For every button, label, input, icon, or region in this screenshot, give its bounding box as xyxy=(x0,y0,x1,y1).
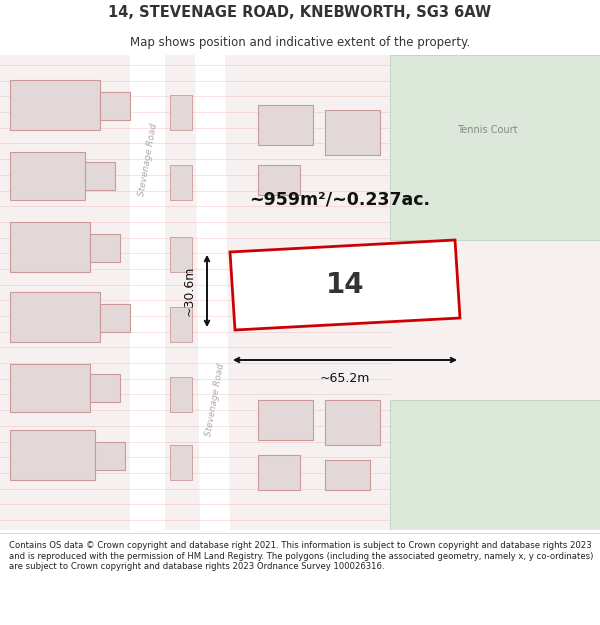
Polygon shape xyxy=(170,307,192,342)
Polygon shape xyxy=(10,364,90,412)
Polygon shape xyxy=(258,165,300,195)
Polygon shape xyxy=(10,292,100,342)
Polygon shape xyxy=(130,55,165,530)
Text: Stevenage Road: Stevenage Road xyxy=(137,122,159,198)
Polygon shape xyxy=(100,92,130,120)
Polygon shape xyxy=(85,162,115,190)
Polygon shape xyxy=(170,95,192,130)
Text: Stevenage Road: Stevenage Road xyxy=(204,362,226,438)
Polygon shape xyxy=(90,374,120,402)
Text: Contains OS data © Crown copyright and database right 2021. This information is : Contains OS data © Crown copyright and d… xyxy=(9,541,593,571)
Text: ~959m²/~0.237ac.: ~959m²/~0.237ac. xyxy=(250,191,431,209)
Polygon shape xyxy=(390,55,600,240)
Text: 14: 14 xyxy=(326,271,364,299)
Polygon shape xyxy=(170,165,192,200)
Polygon shape xyxy=(325,460,370,490)
Polygon shape xyxy=(258,455,300,490)
Polygon shape xyxy=(390,400,600,530)
Polygon shape xyxy=(10,152,85,200)
Polygon shape xyxy=(230,240,460,330)
Polygon shape xyxy=(258,400,313,440)
Text: Map shows position and indicative extent of the property.: Map shows position and indicative extent… xyxy=(130,36,470,49)
Polygon shape xyxy=(170,377,192,412)
Polygon shape xyxy=(95,442,125,470)
Polygon shape xyxy=(0,55,600,530)
Polygon shape xyxy=(100,304,130,332)
Polygon shape xyxy=(170,445,192,480)
Polygon shape xyxy=(170,237,192,272)
Polygon shape xyxy=(325,400,380,445)
Polygon shape xyxy=(195,55,230,530)
Text: ~30.6m: ~30.6m xyxy=(182,266,196,316)
Polygon shape xyxy=(10,222,90,272)
Polygon shape xyxy=(10,430,95,480)
Polygon shape xyxy=(325,110,380,155)
Polygon shape xyxy=(90,234,120,262)
Polygon shape xyxy=(258,105,313,145)
Text: 14, STEVENAGE ROAD, KNEBWORTH, SG3 6AW: 14, STEVENAGE ROAD, KNEBWORTH, SG3 6AW xyxy=(109,4,491,19)
Text: ~65.2m: ~65.2m xyxy=(320,371,370,384)
Polygon shape xyxy=(10,80,100,130)
Text: Tennis Court: Tennis Court xyxy=(457,125,517,135)
